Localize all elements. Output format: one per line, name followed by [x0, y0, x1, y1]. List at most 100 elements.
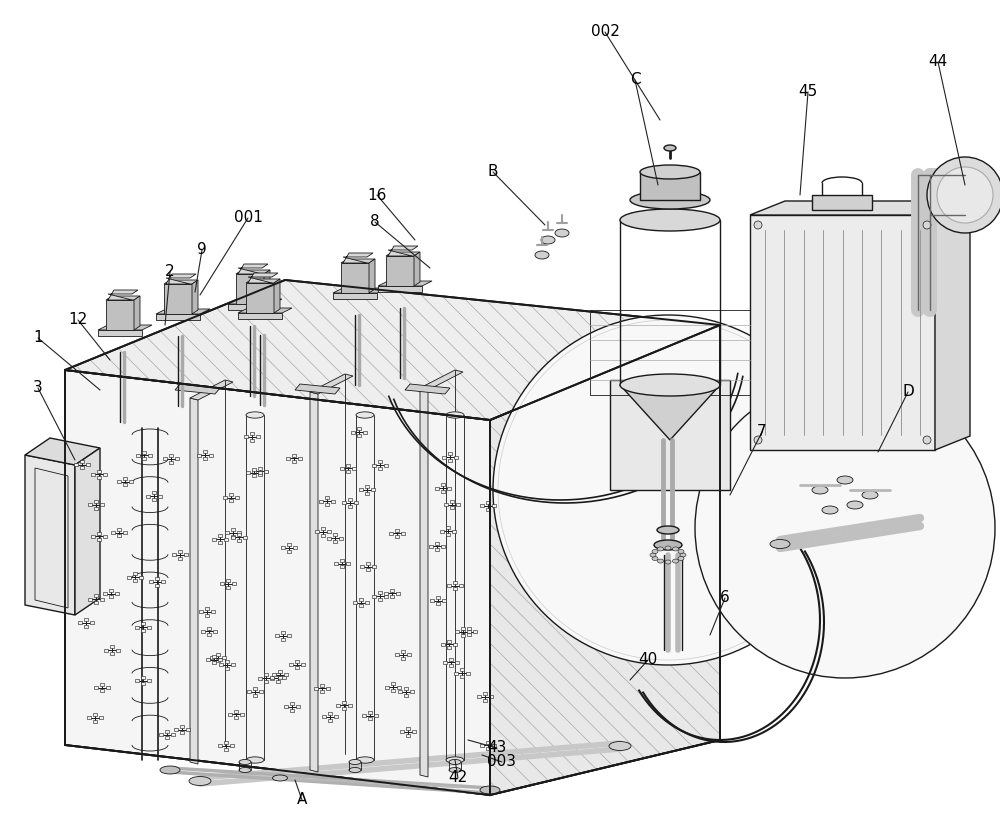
Polygon shape — [319, 499, 323, 503]
Ellipse shape — [658, 547, 664, 551]
Polygon shape — [359, 597, 363, 601]
Polygon shape — [203, 450, 207, 453]
Polygon shape — [258, 467, 262, 469]
Polygon shape — [74, 463, 78, 466]
Polygon shape — [281, 638, 285, 640]
Polygon shape — [164, 280, 198, 284]
Ellipse shape — [480, 786, 500, 794]
Polygon shape — [156, 309, 210, 314]
Circle shape — [754, 221, 762, 229]
Polygon shape — [206, 658, 210, 661]
Polygon shape — [237, 531, 241, 535]
Polygon shape — [75, 448, 100, 615]
Polygon shape — [184, 553, 188, 556]
Polygon shape — [115, 592, 119, 595]
Ellipse shape — [356, 411, 374, 418]
Polygon shape — [123, 531, 127, 534]
Polygon shape — [447, 487, 451, 489]
Polygon shape — [405, 384, 450, 394]
Polygon shape — [139, 576, 143, 578]
Polygon shape — [93, 720, 97, 722]
Polygon shape — [287, 543, 291, 546]
Polygon shape — [219, 664, 223, 666]
Polygon shape — [163, 458, 167, 460]
Polygon shape — [238, 313, 282, 319]
Polygon shape — [199, 610, 203, 613]
Polygon shape — [410, 691, 414, 693]
Polygon shape — [224, 747, 228, 751]
Polygon shape — [372, 594, 376, 597]
Polygon shape — [224, 538, 228, 541]
Polygon shape — [109, 589, 113, 592]
Ellipse shape — [620, 209, 720, 231]
Polygon shape — [461, 627, 465, 630]
Polygon shape — [117, 528, 121, 530]
Polygon shape — [247, 691, 251, 693]
Polygon shape — [141, 623, 145, 625]
Ellipse shape — [847, 501, 863, 509]
Polygon shape — [246, 471, 250, 474]
Polygon shape — [90, 621, 94, 624]
Polygon shape — [97, 476, 101, 479]
Polygon shape — [467, 627, 471, 630]
Polygon shape — [390, 595, 394, 598]
Circle shape — [923, 221, 931, 229]
Polygon shape — [248, 273, 278, 283]
Circle shape — [695, 378, 995, 678]
Polygon shape — [243, 536, 247, 539]
Polygon shape — [256, 435, 260, 438]
Polygon shape — [315, 530, 319, 533]
Polygon shape — [240, 713, 244, 716]
Polygon shape — [100, 504, 104, 506]
Polygon shape — [91, 473, 95, 476]
Polygon shape — [238, 264, 268, 274]
Ellipse shape — [356, 757, 374, 763]
Polygon shape — [429, 545, 433, 548]
Ellipse shape — [657, 526, 679, 534]
Polygon shape — [321, 527, 325, 530]
Polygon shape — [276, 673, 280, 676]
Polygon shape — [385, 685, 389, 689]
Polygon shape — [234, 710, 238, 712]
Polygon shape — [231, 664, 235, 666]
Polygon shape — [231, 535, 235, 538]
Text: 43: 43 — [487, 741, 507, 756]
Polygon shape — [212, 538, 216, 541]
Polygon shape — [123, 484, 127, 486]
Polygon shape — [106, 686, 110, 689]
Polygon shape — [343, 253, 373, 263]
Polygon shape — [220, 582, 224, 585]
Polygon shape — [455, 630, 459, 634]
Circle shape — [923, 436, 931, 444]
Polygon shape — [93, 713, 97, 716]
Polygon shape — [398, 691, 402, 693]
Polygon shape — [406, 733, 410, 737]
Polygon shape — [192, 280, 198, 314]
Polygon shape — [321, 534, 325, 536]
Polygon shape — [197, 453, 201, 457]
Polygon shape — [333, 540, 337, 543]
Polygon shape — [454, 456, 458, 458]
Polygon shape — [212, 654, 216, 658]
Ellipse shape — [349, 768, 361, 773]
Polygon shape — [362, 714, 366, 717]
Polygon shape — [87, 716, 91, 719]
Polygon shape — [333, 293, 377, 299]
Polygon shape — [384, 463, 388, 467]
Ellipse shape — [652, 556, 658, 561]
Polygon shape — [447, 639, 451, 643]
Polygon shape — [134, 296, 140, 330]
Polygon shape — [171, 733, 175, 737]
Polygon shape — [230, 744, 234, 747]
Polygon shape — [372, 565, 376, 568]
Polygon shape — [384, 594, 388, 597]
Ellipse shape — [189, 777, 211, 785]
Polygon shape — [436, 603, 440, 605]
Polygon shape — [480, 744, 484, 747]
Polygon shape — [127, 576, 131, 578]
Text: 16: 16 — [367, 188, 387, 203]
Polygon shape — [152, 491, 156, 494]
Polygon shape — [212, 661, 216, 665]
Polygon shape — [483, 692, 487, 696]
Polygon shape — [430, 599, 434, 602]
